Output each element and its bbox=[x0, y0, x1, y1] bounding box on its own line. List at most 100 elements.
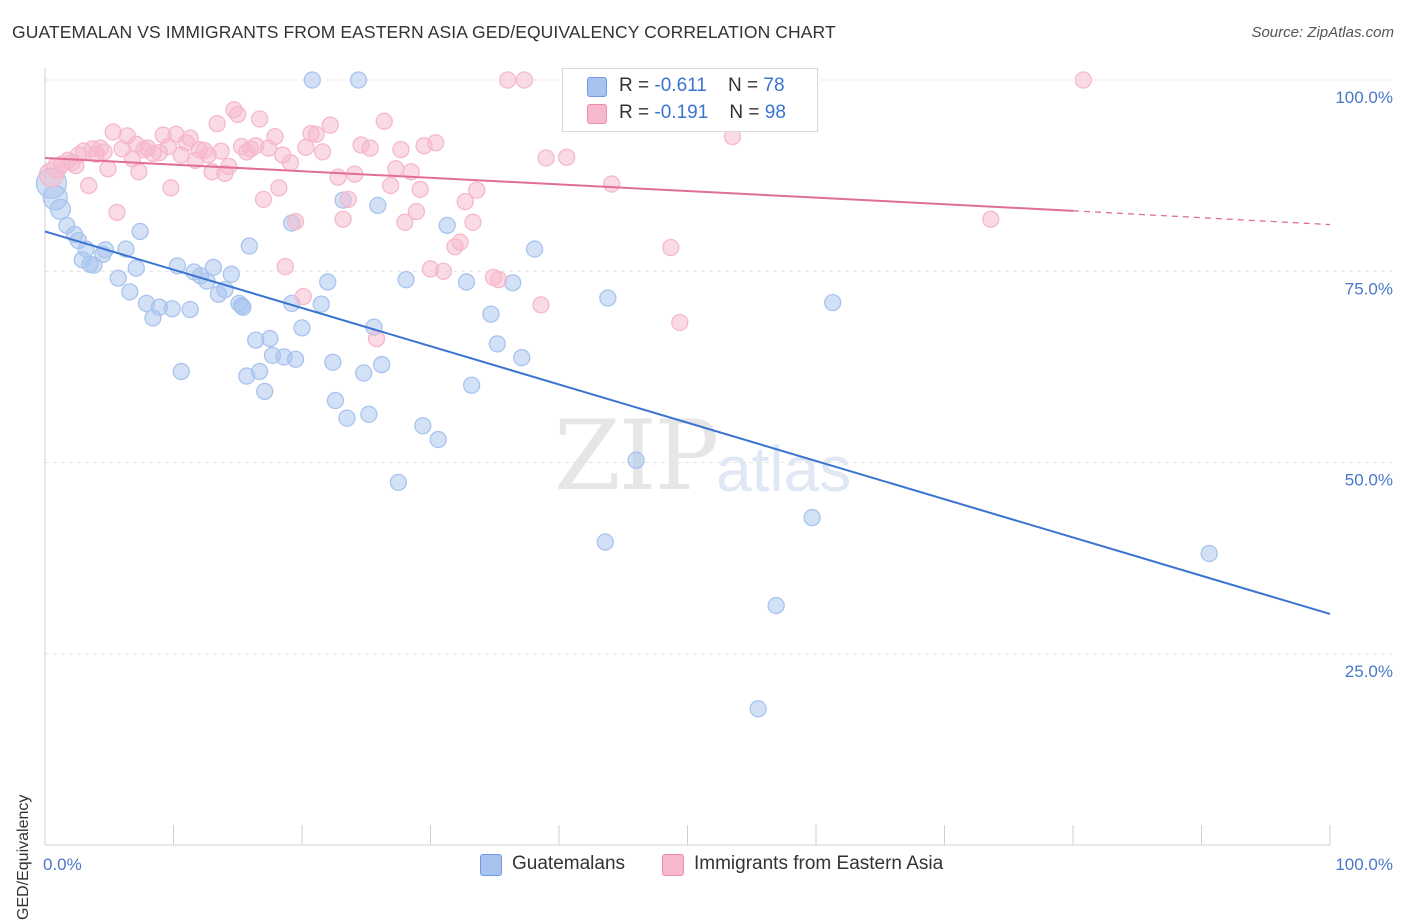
point-guatemalans bbox=[131, 222, 149, 241]
point-guatemalans bbox=[457, 273, 476, 291]
point-eastern-asia bbox=[982, 210, 1000, 228]
legend-r-label: R = bbox=[619, 75, 650, 96]
point-eastern-asia bbox=[451, 233, 469, 251]
point-eastern-asia bbox=[411, 180, 429, 199]
point-eastern-asia bbox=[159, 137, 178, 156]
point-guatemalans bbox=[293, 319, 311, 337]
point-guatemalans bbox=[172, 362, 190, 381]
x-tick-label: 0.0% bbox=[43, 855, 82, 874]
point-eastern-asia bbox=[498, 71, 517, 89]
y-tick-label: 50.0% bbox=[1345, 471, 1393, 490]
legend-swatch-guatemalans bbox=[480, 854, 502, 876]
point-guatemalans bbox=[319, 273, 337, 291]
point-guatemalans bbox=[49, 198, 72, 220]
point-guatemalans bbox=[429, 430, 447, 449]
point-eastern-asia bbox=[95, 143, 113, 161]
point-eastern-asia bbox=[537, 149, 555, 167]
point-guatemalans bbox=[286, 350, 305, 368]
point-eastern-asia bbox=[382, 176, 400, 195]
point-eastern-asia bbox=[286, 212, 305, 231]
point-guatemalans bbox=[109, 269, 127, 287]
point-eastern-asia bbox=[266, 127, 284, 146]
legend-r-value: -0.191 bbox=[654, 102, 709, 123]
stats-legend: R = -0.611 N = 78 R = -0.191 N = 98 bbox=[562, 68, 818, 132]
point-guatemalans bbox=[250, 362, 269, 381]
legend-swatch-eastern-asia bbox=[662, 854, 684, 876]
watermark-atlas: atlas bbox=[716, 433, 852, 505]
point-eastern-asia bbox=[603, 175, 621, 193]
point-eastern-asia bbox=[515, 71, 533, 89]
point-guatemalans bbox=[749, 700, 767, 718]
point-guatemalans bbox=[462, 376, 481, 394]
point-guatemalans bbox=[767, 596, 785, 615]
point-eastern-asia bbox=[334, 210, 352, 228]
legend-swatch-eastern-asia bbox=[587, 104, 607, 124]
point-guatemalans bbox=[824, 293, 842, 312]
legend-n-label: N = bbox=[727, 75, 759, 96]
point-guatemalans bbox=[525, 240, 544, 258]
point-guatemalans bbox=[803, 508, 821, 527]
point-eastern-asia bbox=[208, 114, 226, 133]
point-eastern-asia bbox=[387, 160, 405, 178]
point-eastern-asia bbox=[294, 287, 312, 306]
point-eastern-asia bbox=[181, 129, 199, 147]
legend-label-guatemalans: Guatemalans bbox=[512, 853, 626, 874]
point-eastern-asia bbox=[367, 329, 386, 348]
point-eastern-asia bbox=[276, 258, 294, 276]
y-tick-label: 75.0% bbox=[1345, 279, 1393, 298]
point-guatemalans bbox=[204, 258, 222, 277]
point-guatemalans bbox=[627, 451, 645, 469]
point-eastern-asia bbox=[270, 179, 288, 197]
legend-r-label: R = bbox=[619, 102, 650, 123]
point-guatemalans bbox=[240, 237, 258, 255]
point-guatemalans bbox=[482, 305, 500, 323]
legend-n-value: 98 bbox=[764, 102, 786, 123]
point-guatemalans bbox=[261, 329, 279, 348]
point-guatemalans bbox=[488, 335, 506, 353]
point-guatemalans bbox=[256, 382, 274, 401]
legend-r-value: -0.611 bbox=[654, 75, 707, 96]
trendline-eastern-asia-dashed bbox=[1072, 210, 1331, 226]
point-guatemalans bbox=[234, 298, 252, 316]
point-eastern-asia bbox=[375, 112, 393, 130]
legend-n-label: N = bbox=[729, 102, 760, 123]
legend-label-eastern-asia: Immigrants from Eastern Asia bbox=[694, 853, 944, 874]
point-guatemalans bbox=[312, 295, 330, 313]
point-eastern-asia bbox=[464, 213, 482, 231]
trendline-guatemalans bbox=[44, 230, 1331, 615]
point-guatemalans bbox=[247, 331, 265, 349]
point-guatemalans bbox=[438, 216, 456, 235]
point-eastern-asia bbox=[162, 179, 180, 197]
point-eastern-asia bbox=[407, 202, 426, 221]
point-guatemalans bbox=[127, 259, 145, 277]
point-eastern-asia bbox=[339, 190, 357, 208]
point-eastern-asia bbox=[434, 262, 453, 280]
point-guatemalans bbox=[504, 274, 522, 292]
point-guatemalans bbox=[349, 71, 368, 89]
point-guatemalans bbox=[222, 265, 240, 283]
point-guatemalans bbox=[513, 349, 531, 367]
point-eastern-asia bbox=[130, 163, 148, 181]
x-tick-label: 100.0% bbox=[1335, 855, 1393, 874]
point-guatemalans bbox=[324, 353, 342, 371]
point-eastern-asia bbox=[489, 271, 508, 289]
point-eastern-asia bbox=[392, 140, 410, 159]
point-eastern-asia bbox=[229, 105, 247, 124]
point-eastern-asia bbox=[558, 148, 576, 166]
point-eastern-asia bbox=[532, 296, 550, 314]
point-eastern-asia bbox=[307, 125, 325, 143]
point-guatemalans bbox=[596, 533, 614, 551]
point-guatemalans bbox=[355, 364, 373, 382]
y-tick-label: 25.0% bbox=[1345, 662, 1393, 681]
point-guatemalans bbox=[599, 289, 617, 307]
point-guatemalans bbox=[369, 196, 387, 215]
legend-swatch-guatemalans bbox=[587, 77, 607, 97]
point-eastern-asia bbox=[80, 176, 98, 195]
point-eastern-asia bbox=[396, 213, 414, 231]
legend-n-value: 78 bbox=[763, 75, 785, 96]
point-eastern-asia bbox=[1074, 71, 1092, 89]
point-eastern-asia bbox=[662, 238, 680, 257]
point-eastern-asia bbox=[671, 313, 689, 332]
trendline-eastern-asia bbox=[44, 157, 1074, 212]
point-guatemalans bbox=[338, 409, 356, 427]
